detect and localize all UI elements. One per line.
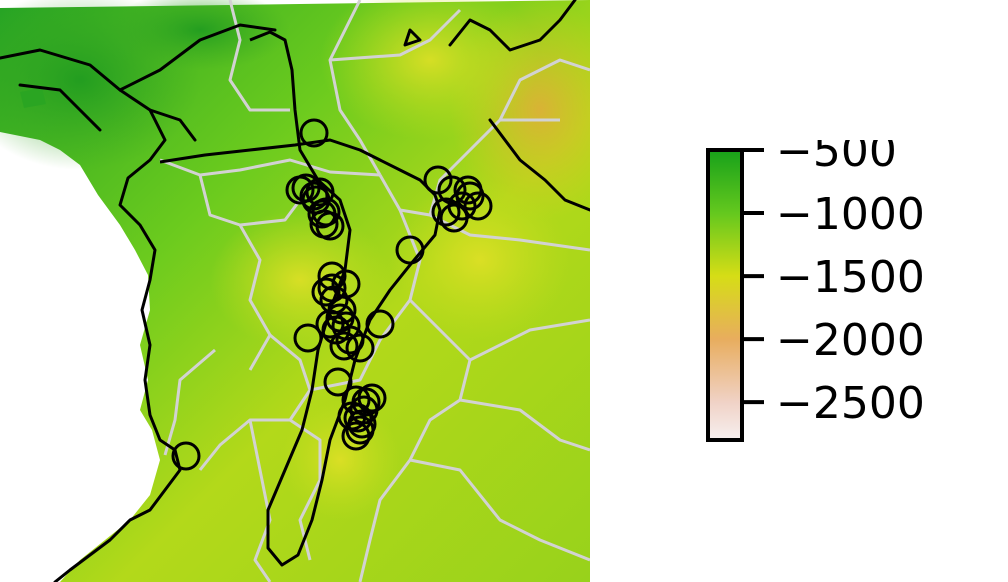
occurrence-marker	[293, 323, 323, 353]
occurrence-marker	[431, 197, 461, 227]
occurrence-marker	[329, 331, 359, 361]
colorbar-tick-label: −1000	[776, 189, 925, 240]
colorbar	[706, 148, 744, 442]
occurrence-marker	[395, 235, 425, 265]
occurrence-marker	[447, 191, 477, 221]
occurrence-marker	[315, 309, 345, 339]
occurrence-marker	[299, 118, 329, 148]
occurrence-markers	[171, 118, 493, 471]
lowland-shading	[210, 210, 390, 350]
elevation-legend: −500 −1000 −1500 −2000 −2500	[706, 140, 925, 442]
occurrence-marker	[349, 395, 379, 425]
occurrence-marker	[453, 175, 483, 205]
colorbar-tick-label: −2500	[776, 378, 925, 429]
occurrence-marker	[311, 277, 341, 307]
highland-shading	[110, 0, 290, 70]
occurrence-marker	[365, 309, 395, 339]
occurrence-marker	[307, 199, 337, 229]
occurrence-marker	[301, 185, 331, 215]
island	[20, 88, 46, 108]
colorbar-tick-label: −1500	[776, 252, 925, 303]
occurrence-marker	[347, 409, 377, 439]
occurrence-marker	[335, 325, 365, 355]
coastline	[0, 0, 590, 582]
lowland-shading	[320, 0, 540, 140]
species-range-outline	[159, 30, 442, 567]
occurrence-marker	[285, 175, 315, 205]
occurrence-marker	[171, 441, 201, 471]
colorbar-ticks: −500 −1000 −1500 −2000 −2500	[742, 140, 925, 429]
occurrence-marker	[437, 175, 467, 205]
elevation-map	[0, 0, 590, 582]
occurrence-marker	[323, 367, 353, 397]
colorbar-tick-label: −500	[776, 140, 897, 177]
occurrence-marker	[317, 261, 347, 291]
lowland-shading	[280, 400, 400, 520]
occurrence-marker	[345, 333, 375, 363]
occurrence-marker	[463, 191, 493, 221]
colorbar-tick-label: −2000	[776, 315, 925, 366]
